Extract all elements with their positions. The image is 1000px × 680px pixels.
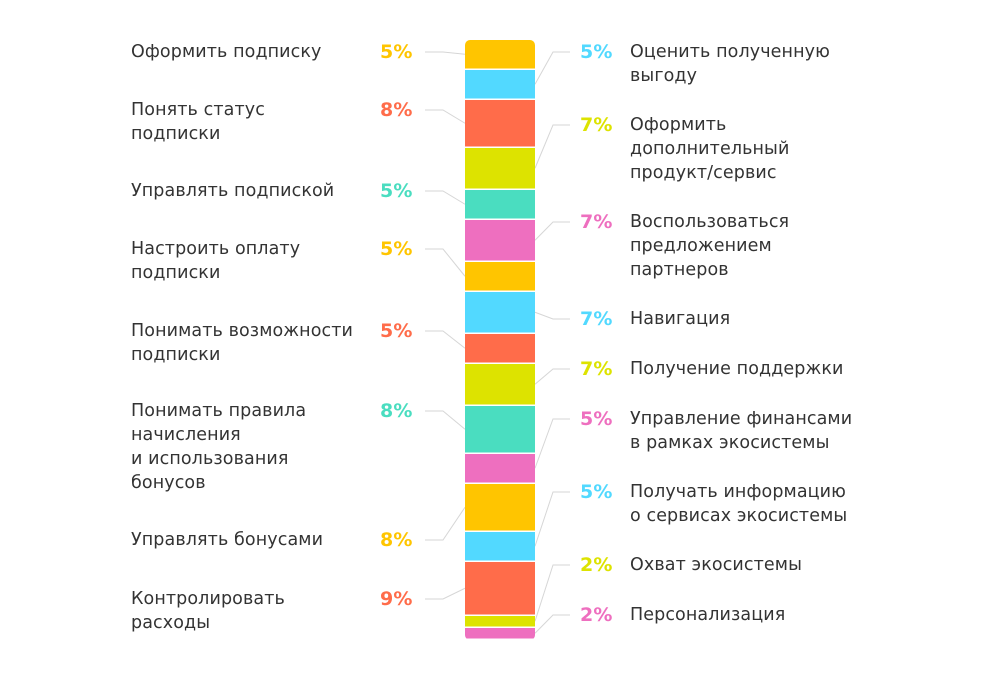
bar-segment-left-6	[465, 406, 535, 453]
left-percent-7: 8%	[380, 529, 413, 551]
right-percent-7: 5%	[580, 481, 613, 503]
left-percent-3: 5%	[380, 180, 413, 202]
left-connector-6	[425, 410, 466, 430]
left-label-6: Понимать правила начисления и использова…	[131, 401, 307, 493]
right-percent-9: 2%	[580, 604, 613, 626]
left-percent-2: 8%	[380, 99, 413, 121]
bar-segment-right-2	[465, 148, 535, 189]
left-connector-7	[425, 506, 466, 541]
right-label-3: Воспользоваться предложением партнеров	[630, 212, 790, 280]
right-label-7: Получать информацию о сервисах экосистем…	[630, 482, 848, 526]
right-label-6: Управление финансами в рамках экосистемы	[630, 409, 853, 453]
connector-lines	[425, 51, 570, 634]
left-label-3: Управлять подпиской	[131, 181, 335, 201]
bar-segment-left-1	[465, 40, 535, 69]
left-percent-1: 5%	[380, 41, 413, 63]
bar-segment-left-3	[465, 190, 535, 219]
bar-segment-left-5	[465, 334, 535, 363]
right-connector-8	[534, 564, 570, 622]
left-percent-6: 8%	[380, 400, 413, 422]
right-label-1: Оценить полученную выгоду	[630, 42, 830, 86]
bar-segment-right-1	[465, 70, 535, 99]
bar-segment-right-3	[465, 220, 535, 261]
left-connector-1	[425, 51, 466, 55]
right-percent-1: 5%	[580, 41, 613, 63]
bar-segment-right-4	[465, 292, 535, 333]
left-percent-8: 9%	[380, 588, 413, 610]
right-label-9: Персонализация	[630, 605, 786, 625]
right-percent-5: 7%	[580, 358, 613, 380]
left-percent-4: 5%	[380, 238, 413, 260]
bar-segment-left-4	[465, 262, 535, 291]
right-label-2: Оформить дополнительный продукт/сервис	[630, 115, 790, 183]
left-connector-4	[425, 248, 466, 277]
right-connector-2	[534, 124, 570, 169]
bar-segment-right-5	[465, 364, 535, 405]
right-connector-1	[534, 51, 570, 85]
left-percent-5: 5%	[380, 320, 413, 342]
bar-segment-left-8	[465, 562, 535, 615]
right-label-8: Охват экосистемы	[630, 555, 803, 575]
left-label-5: Понимать возможности подписки	[131, 321, 354, 365]
left-label-7: Управлять бонусами	[131, 530, 324, 550]
bar-segment-right-8	[465, 616, 535, 627]
right-percent-4: 7%	[580, 308, 613, 330]
right-percent-8: 2%	[580, 554, 613, 576]
left-connector-5	[425, 330, 466, 349]
left-connector-2	[425, 109, 466, 124]
left-label-8: Контролировать расходы	[131, 589, 285, 633]
bar-segment-left-7	[465, 484, 535, 531]
right-percent-3: 7%	[580, 211, 613, 233]
left-connector-8	[425, 587, 466, 600]
left-label-4: Настроить оплату подписки	[131, 239, 301, 283]
stacked-bar	[465, 40, 535, 639]
right-connector-5	[534, 368, 570, 385]
right-percent-2: 7%	[580, 114, 613, 136]
right-connector-4	[534, 311, 570, 320]
bar-segment-right-7	[465, 532, 535, 561]
bar-segment-right-9	[465, 628, 535, 639]
left-label-2: Понять статус подписки	[131, 100, 265, 144]
right-connector-6	[534, 418, 570, 469]
left-label-1: Оформить подписку	[131, 42, 322, 62]
right-connector-7	[534, 491, 570, 547]
right-percent-6: 5%	[580, 408, 613, 430]
right-connector-9	[534, 614, 570, 634]
left-connector-3	[425, 190, 466, 205]
bar-segment-right-6	[465, 454, 535, 483]
bar-segment-left-2	[465, 100, 535, 147]
right-connector-3	[534, 221, 570, 241]
right-label-5: Получение поддержки	[630, 359, 844, 379]
right-label-4: Навигация	[630, 309, 731, 329]
